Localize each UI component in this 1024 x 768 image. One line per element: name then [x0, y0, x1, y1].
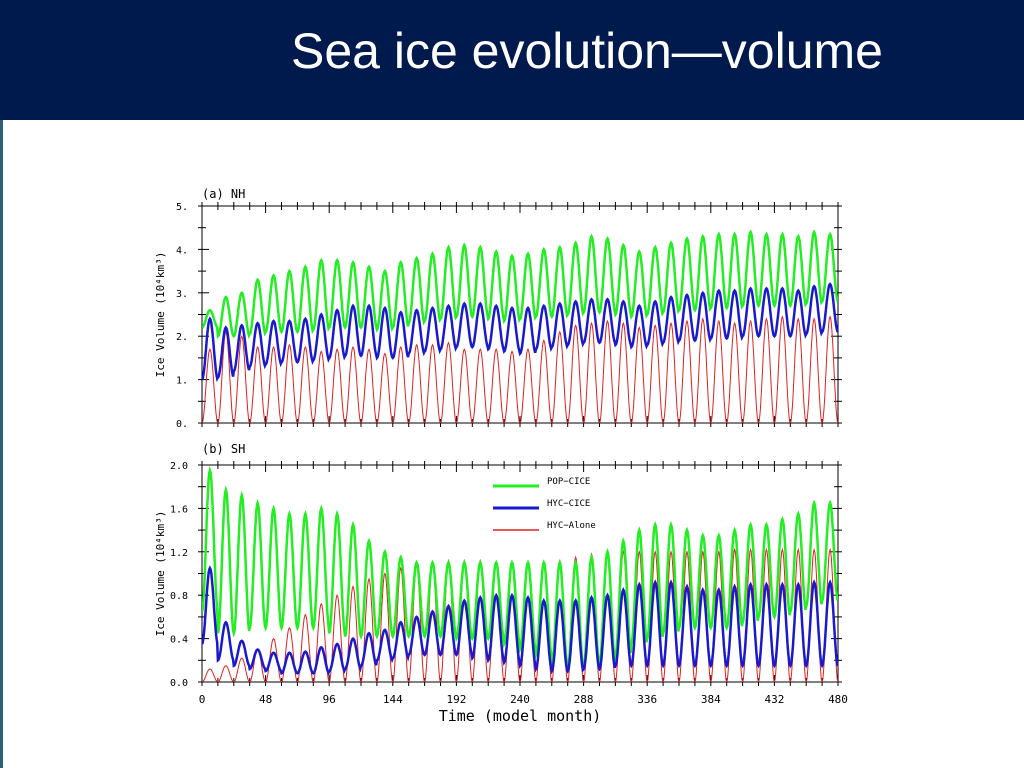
series-line-pop-cice — [202, 229, 838, 340]
panel-label: (a) NH — [202, 187, 245, 201]
plot-frame — [201, 205, 839, 424]
x-tick-label: 48 — [259, 693, 272, 706]
y-tick-label: 1.2 — [170, 548, 188, 559]
slide-title: Sea ice evolution—volume — [291, 23, 883, 79]
x-tick-label: 144 — [383, 693, 403, 706]
x-tick-label: 96 — [323, 693, 336, 706]
y-tick-label: 4. — [176, 245, 188, 256]
y-tick-label: 1.6 — [170, 504, 188, 515]
y-tick-label: 0.0 — [170, 678, 188, 689]
y-tick-label: 5. — [176, 202, 188, 213]
y-axis-label: Ice Volume (10⁴km³) — [154, 252, 167, 378]
series-line-pop-cice — [202, 465, 838, 674]
x-tick-label: 0 — [199, 693, 206, 706]
x-tick-label: 480 — [828, 693, 848, 706]
legend-label-pop-cice: POP−CICE — [547, 477, 590, 487]
y-axis-label: Ice Volume (10⁴km³) — [154, 511, 167, 637]
x-tick-label: 192 — [446, 693, 466, 706]
y-tick-label: 0. — [176, 419, 188, 430]
panel-b-sh: 0.0 0.4 0.8 1.2 1.6 2.0 0 48 96 144 192 240 288 336 38… — [154, 442, 848, 725]
legend-label-hyc-cice: HYC−CICE — [547, 499, 590, 509]
x-axis-label: Time (model month) — [439, 707, 602, 725]
title-bar — [0, 0, 1024, 120]
x-tick-label: 288 — [574, 693, 594, 706]
y-tick-label: 2.0 — [170, 461, 188, 472]
series-line-hyc-alone — [202, 315, 838, 423]
x-tick-label: 432 — [764, 693, 784, 706]
y-tick-label: 2. — [176, 332, 188, 343]
series-line-hyc-alone — [202, 547, 838, 682]
panel-label: (b) SH — [202, 442, 245, 456]
x-tick-label: 336 — [637, 693, 657, 706]
legend-label-hyc-alone: HYC−Alone — [547, 521, 596, 531]
y-tick-label: 0.4 — [170, 635, 188, 646]
series-line-hyc-cice — [202, 282, 838, 383]
panel-a-nh: 0. 1. 2. 3. 4. 5. (a) NH Ice Volume (10⁴km³) — [154, 187, 842, 430]
y-tick-label: 3. — [176, 289, 188, 300]
series-line-hyc-cice — [202, 565, 838, 677]
y-tick-label: 1. — [176, 376, 188, 387]
x-tick-label: 240 — [510, 693, 530, 706]
left-edge-rule — [0, 120, 3, 768]
x-tick-label: 384 — [701, 693, 721, 706]
y-tick-label: 0.8 — [170, 591, 188, 602]
